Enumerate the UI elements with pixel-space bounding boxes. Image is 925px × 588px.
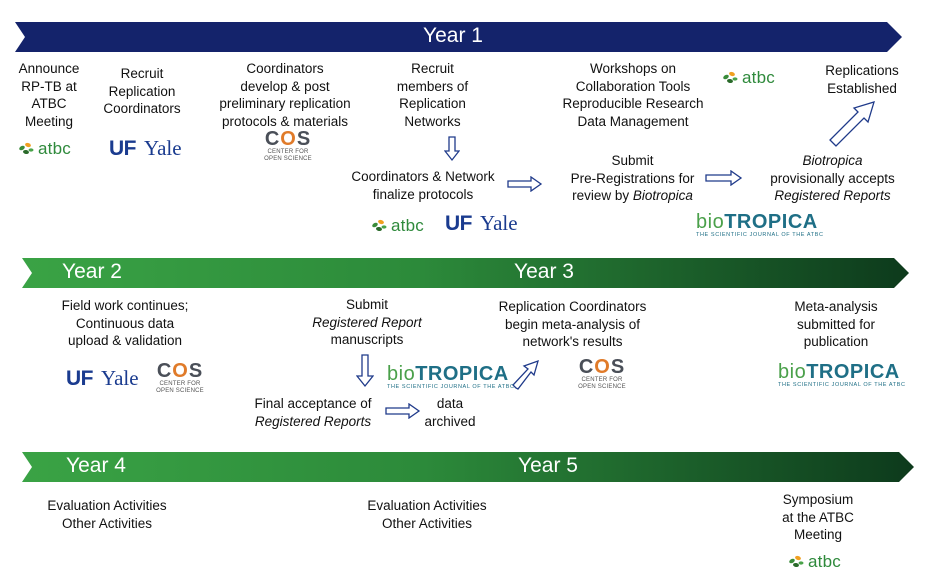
uf-yale-logo: UF Yale <box>445 211 518 235</box>
develop-protocols-text: Coordinators develop & post preliminary … <box>219 61 351 129</box>
atbc-logo: atbc <box>786 552 841 572</box>
year1-banner: Year 1 <box>15 22 905 52</box>
uf-yale-logo: UF Yale <box>109 136 182 160</box>
up-right-arrow-icon <box>829 101 875 147</box>
right-arrow-icon <box>705 170 743 186</box>
recruit-coordinators-text: Recruit Replication Coordinators <box>103 66 181 116</box>
meta-analysis-submitted-text: Meta-analysis submitted for publication <box>794 299 878 349</box>
workshops-text: Workshops on Collaboration Tools Reprodu… <box>562 61 704 129</box>
data-archived-text: data archived <box>424 396 476 429</box>
year3-label: Year 3 <box>514 260 574 283</box>
final-acceptance-text: Final acceptance of Registered Reports <box>254 396 372 429</box>
biotropica-logo: bioTROPICA THE SCIENTIFIC JOURNAL OF THE… <box>696 211 824 238</box>
year5-label: Year 5 <box>518 454 578 477</box>
right-arrow-icon <box>385 403 421 419</box>
year4-label: Year 4 <box>66 454 126 477</box>
right-arrow-icon <box>507 176 543 192</box>
cos-logo: COS CENTER FOR OPEN SCIENCE <box>578 356 626 390</box>
up-right-arrow-icon <box>512 359 539 390</box>
leaf-icon <box>372 219 387 232</box>
cos-logo: COS CENTER FOR OPEN SCIENCE <box>264 128 312 162</box>
atbc-logo: atbc <box>369 216 424 236</box>
evaluation-activities-year5-text: Evaluation Activities Other Activities <box>367 498 487 531</box>
replications-established-text: Replications Established <box>825 63 899 96</box>
recruit-members-text: Recruit members of Replication Networks <box>396 61 469 129</box>
provisional-accept-text: Biotropica provisionally accepts Registe… <box>770 153 895 203</box>
evaluation-activities-year4-text: Evaluation Activities Other Activities <box>47 498 167 531</box>
uf-yale-logo: UF Yale <box>66 366 139 390</box>
cos-logo: COS CENTER FOR OPEN SCIENCE <box>156 360 204 394</box>
leaf-icon <box>723 71 738 84</box>
announce-text: Announce RP-TB at ATBC Meeting <box>18 61 80 129</box>
meta-analysis-begin-text: Replication Coordinators begin meta-anal… <box>498 299 647 349</box>
finalize-protocols-text: Coordinators & Network finalize protocol… <box>351 169 495 202</box>
atbc-logo: atbc <box>720 68 775 88</box>
atbc-logo: atbc <box>16 139 71 159</box>
down-arrow-icon <box>444 136 460 162</box>
leaf-icon <box>19 142 34 155</box>
biotropica-logo: bioTROPICA THE SCIENTIFIC JOURNAL OF THE… <box>387 363 515 390</box>
symposium-text: Symposium at the ATBC Meeting <box>782 492 854 542</box>
year2-label: Year 2 <box>62 260 122 283</box>
year4-5-banner: Year 4 Year 5 <box>22 452 917 482</box>
submit-registered-report-text: Submit Registered Report manuscripts <box>312 297 422 347</box>
leaf-icon <box>789 555 804 568</box>
down-arrow-icon <box>356 354 374 388</box>
year1-label: Year 1 <box>423 24 483 47</box>
year2-3-banner: Year 2 Year 3 <box>22 258 912 288</box>
biotropica-logo: bioTROPICA THE SCIENTIFIC JOURNAL OF THE… <box>778 361 906 388</box>
fieldwork-text: Field work continues; Continuous data up… <box>61 298 189 348</box>
submit-preregistrations-text: Submit Pre-Registrations for review by B… <box>570 153 695 203</box>
